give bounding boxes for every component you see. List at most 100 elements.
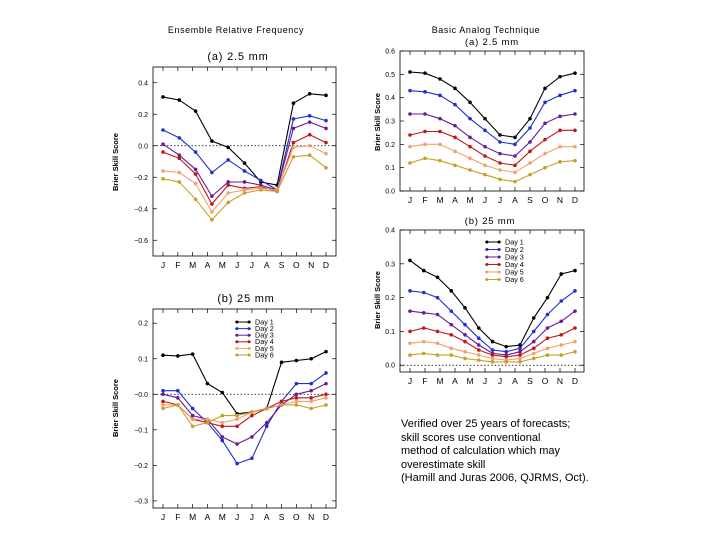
- data-point: [498, 161, 502, 165]
- x-tick-label: D: [572, 376, 578, 386]
- y-tick-label: 0.3: [385, 119, 395, 126]
- data-point: [449, 289, 454, 293]
- data-point: [483, 116, 487, 121]
- series-line: [162, 383, 327, 445]
- x-tick-label: J: [250, 512, 254, 522]
- data-point: [226, 191, 230, 195]
- data-point: [438, 77, 442, 81]
- data-point: [176, 396, 180, 400]
- data-point: [513, 135, 517, 140]
- data-point: [294, 358, 299, 363]
- data-point: [463, 356, 467, 361]
- data-point: [543, 151, 547, 156]
- data-point: [307, 132, 312, 137]
- series-line: [409, 129, 575, 166]
- data-point: [210, 139, 214, 143]
- data-point: [435, 275, 440, 280]
- data-point: [438, 93, 442, 98]
- series-line: [162, 121, 327, 198]
- data-point: [545, 312, 550, 317]
- data-point: [498, 177, 502, 182]
- x-tick-label: M: [436, 376, 443, 386]
- legend-label: Day 2: [255, 324, 274, 333]
- data-point: [453, 149, 457, 154]
- data-point: [226, 180, 230, 184]
- data-point: [307, 153, 312, 157]
- data-point: [309, 406, 313, 411]
- data-point: [435, 312, 440, 317]
- data-point: [558, 74, 562, 79]
- data-point: [161, 177, 165, 181]
- data-point: [438, 116, 442, 121]
- legend-marker: [247, 346, 251, 350]
- y-tick-label: 0.6: [385, 49, 395, 56]
- data-point: [528, 172, 532, 177]
- x-tick-label: M: [466, 376, 473, 386]
- data-point: [210, 170, 214, 175]
- y-tick-label: 0.4: [385, 228, 395, 235]
- data-point: [279, 403, 284, 407]
- data-point: [242, 161, 247, 165]
- data-point: [421, 351, 426, 356]
- legend-marker: [247, 320, 251, 324]
- series-line: [162, 115, 327, 191]
- legend-marker: [497, 270, 501, 274]
- legend-marker: [485, 255, 489, 259]
- x-tick-label: M: [436, 195, 443, 205]
- series-line: [162, 351, 327, 415]
- plot-frame: [399, 229, 585, 373]
- x-tick-label: M: [189, 512, 196, 522]
- data-point: [421, 339, 426, 344]
- data-point: [324, 371, 328, 375]
- legend-marker: [247, 353, 251, 357]
- data-point: [242, 188, 247, 192]
- data-point: [513, 142, 517, 147]
- data-point: [518, 349, 522, 354]
- data-point: [449, 333, 454, 337]
- data-point: [468, 100, 472, 105]
- data-point: [453, 123, 457, 128]
- data-point: [528, 161, 532, 165]
- data-point: [558, 114, 562, 119]
- x-tick-label: J: [235, 512, 239, 522]
- data-point: [294, 392, 299, 397]
- data-point: [235, 461, 239, 466]
- data-point: [408, 309, 412, 313]
- data-point: [423, 156, 427, 161]
- x-tick-label: O: [293, 512, 300, 522]
- data-point: [161, 388, 165, 393]
- data-point: [291, 126, 296, 131]
- data-point: [210, 217, 214, 222]
- data-point: [463, 333, 467, 337]
- data-point: [504, 349, 509, 354]
- y-tick-label: −0.2: [134, 175, 148, 182]
- data-point: [235, 442, 239, 446]
- data-point: [463, 305, 467, 310]
- x-tick-label: N: [308, 260, 314, 270]
- data-point: [573, 349, 577, 354]
- data-point: [449, 309, 454, 313]
- legend-marker: [497, 240, 501, 244]
- data-point: [324, 381, 328, 386]
- data-point: [408, 289, 412, 293]
- x-tick-label: J: [483, 376, 487, 386]
- data-point: [476, 358, 481, 362]
- data-point: [468, 135, 472, 140]
- data-point: [559, 343, 564, 347]
- data-point: [528, 140, 532, 144]
- data-point: [235, 424, 239, 429]
- data-point: [220, 435, 225, 439]
- data-point: [435, 353, 440, 357]
- data-point: [161, 353, 165, 357]
- chart-title: (b) 25 mm: [465, 216, 515, 227]
- data-point: [190, 406, 195, 411]
- data-point: [177, 98, 182, 102]
- data-point: [543, 165, 547, 170]
- x-tick-label: F: [422, 376, 427, 386]
- data-point: [545, 336, 550, 340]
- y-axis-label: Brier Skill Score: [111, 379, 120, 437]
- data-point: [573, 128, 577, 133]
